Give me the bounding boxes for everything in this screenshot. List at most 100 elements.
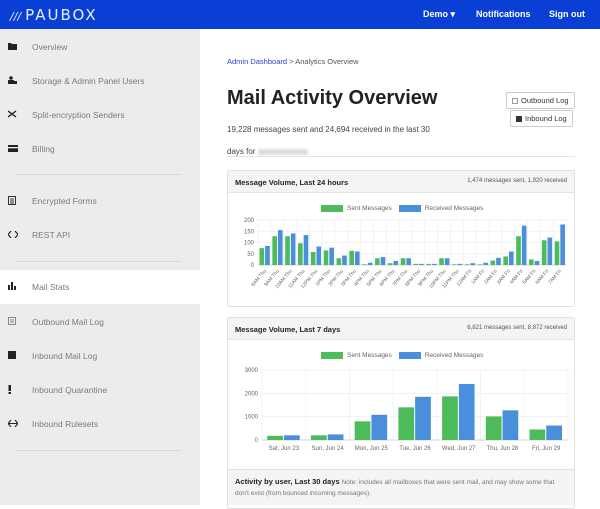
sidebar-item-mail-stats[interactable]: Mail Stats [0,270,200,304]
sidebar-divider [16,174,182,175]
breadcrumb-separator: > [287,57,296,66]
legend-label: Sent Messages [347,205,392,212]
code-icon [0,230,30,240]
bar-chart-7d: 0 1000 2000 3000 Sat, Jun 23 Sun, Jun 24 Mon, … [245,368,569,452]
sidebar-item-label: Storage & Admin Panel Users [32,76,145,86]
inbound-log-button[interactable]: Inbound Log [510,110,573,127]
arrows-icon [0,419,30,429]
outbound-log-icon [512,97,518,104]
outbound-log-icon [0,317,30,327]
chart-legend: Sent Messages Received Messages [321,205,483,212]
page-title: Mail Activity Overview [227,87,438,109]
sidebar-divider [16,261,182,262]
credit-card-icon [0,144,30,154]
svg-text:Tue, Jun 26: Tue, Jun 26 [399,446,431,452]
svg-text:100: 100 [244,241,255,247]
sidebar-item-storage-users[interactable]: Storage & Admin Panel Users [0,64,200,98]
panel-header: Activity by user, Last 30 days Note: inc… [228,470,574,505]
sidebar-item-label: Encrypted Forms [32,196,97,206]
inbound-log-icon [0,351,30,361]
summary-line: days for [227,141,487,163]
sidebar-item-overview[interactable]: Overview [0,30,200,64]
sidebar-item-label: REST API [32,230,71,240]
svg-text:200: 200 [244,218,255,224]
legend-swatch-sent [321,205,343,212]
panel-24h: Message Volume, Last 24 hours 1,474 mess… [227,170,575,307]
exclamation-icon [0,384,30,396]
form-icon [0,195,30,207]
svg-text:Fri, Jun 29: Fri, Jun 29 [532,446,561,452]
svg-text:2000: 2000 [245,391,259,397]
breadcrumb-current: Analytics Overview [295,57,359,66]
bar-chart-icon [0,282,30,292]
summary-line: 19,228 messages sent and 24,694 received… [227,125,430,134]
sidebar-item-inbound-rulesets[interactable]: Inbound Rulesets [0,407,200,441]
svg-text:1000: 1000 [245,415,259,421]
sidebar-item-label: Overview [32,42,68,52]
panel-meta: 6,821 messages sent, 8,872 received [467,325,567,331]
legend-label: Received Messages [424,205,484,212]
logo-bars-icon: /// [10,10,22,23]
legend-label: Received Messages [424,352,484,359]
sidebar-item-label: Mail Stats [32,282,70,292]
svg-text:7AM Fri: 7AM Fri [547,268,563,285]
sidebar-item-label: Inbound Quarantine [32,385,108,395]
demo-dropdown[interactable]: Demo ▾ [423,9,456,19]
divider [227,156,575,157]
folder-icon [0,42,30,52]
sidebar-item-encrypted-forms[interactable]: Encrypted Forms [0,184,200,218]
sidebar-item-rest-api[interactable]: REST API [0,218,200,252]
svg-text:50: 50 [247,252,254,258]
panel-header: Message Volume, Last 24 hours 1,474 mess… [228,171,574,193]
panel-header: Message Volume, Last 7 days 6,821 messag… [228,318,574,340]
legend-swatch-received [398,205,421,212]
breadcrumb-admin-dashboard[interactable]: Admin Dashboard [227,57,288,66]
sidebar-item-label: Inbound Rulesets [32,419,99,429]
shuffle-icon [0,110,30,120]
sidebar-item-inbound-quarantine[interactable]: Inbound Quarantine [0,373,200,407]
sidebar-item-inbound-mail-log[interactable]: Inbound Mail Log [0,339,200,373]
redacted-domain [257,148,308,155]
sidebar-item-label: Inbound Mail Log [32,351,98,361]
summary-days-for: days for [227,147,256,156]
svg-text:3000: 3000 [245,368,259,374]
svg-text:Thu, Jun 28: Thu, Jun 28 [487,446,519,452]
panel-meta: 1,474 messages sent, 1,920 received [467,178,567,184]
sidebar-item-split-encryption[interactable]: Split-encryption Senders [0,98,200,132]
svg-text:0: 0 [251,263,255,269]
paubox-logo[interactable]: ///PAUBOX [10,6,98,24]
svg-text:Wed, Jun 27: Wed, Jun 27 [442,446,476,452]
button-label: Inbound Log [525,114,567,123]
sidebar-item-label: Split-encryption Senders [32,110,125,120]
sidebar-item-label: Billing [32,144,55,154]
chart-legend: Sent Messages Received Messages [321,352,483,359]
svg-text:Sun, Jun 24: Sun, Jun 24 [312,446,345,452]
summary-text: 19,228 messages sent and 24,694 received… [227,119,487,163]
panel-title: Activity by user, Last 30 days [235,477,340,486]
svg-text:Sat, Jun 23: Sat, Jun 23 [269,446,300,452]
users-icon [0,76,30,86]
logo-text: PAUBOX [25,6,98,24]
legend-swatch-received [398,352,421,359]
svg-text:Mon, Jun 25: Mon, Jun 25 [355,446,389,452]
sign-out-link[interactable]: Sign out [549,9,585,19]
panel-title: Message Volume, Last 24 hours [235,178,349,187]
svg-text:150: 150 [244,229,255,235]
panel-note: Note: includes all mailboxes that were s… [235,479,555,497]
legend-swatch-sent [321,352,343,359]
main-content: Admin Dashboard > Analytics Overview Mai… [200,29,600,509]
notifications-link[interactable]: Notifications [476,9,531,19]
inbound-log-icon [516,115,522,122]
outbound-log-button[interactable]: Outbound Log [506,92,575,109]
panel-title: Message Volume, Last 7 days [235,325,341,334]
button-label: Outbound Log [521,96,569,105]
top-navbar: ///PAUBOX Demo ▾ Notifications Sign out [0,0,600,29]
sidebar-item-billing[interactable]: Billing [0,132,200,166]
sidebar-divider [16,450,182,451]
sidebar: Overview Storage & Admin Panel Users Spl… [0,29,200,505]
sidebar-item-outbound-mail-log[interactable]: Outbound Mail Log [0,305,200,339]
svg-text:0: 0 [255,438,259,444]
legend-label: Sent Messages [347,352,392,359]
breadcrumb: Admin Dashboard > Analytics Overview [227,57,359,66]
